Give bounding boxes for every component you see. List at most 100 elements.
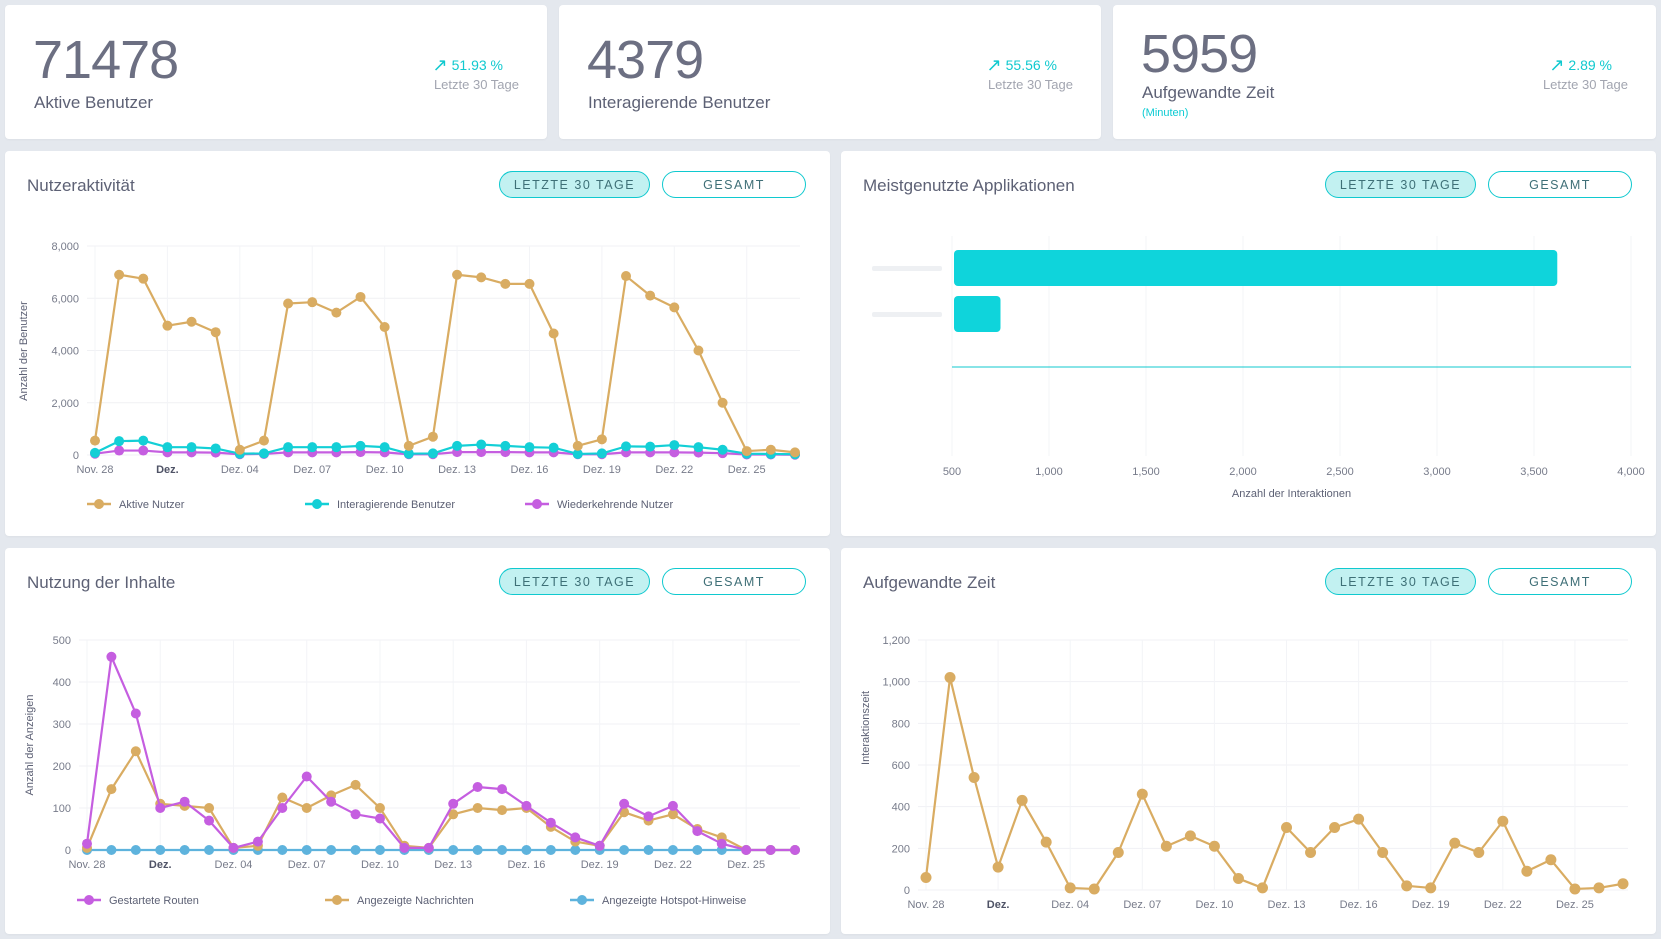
- last-30-days-button[interactable]: LETZTE 30 TAGE: [1325, 568, 1476, 595]
- data-point: [427, 448, 438, 459]
- data-point: [920, 872, 932, 883]
- series-line: [93, 273, 796, 454]
- x-tick-label: Dez. 07: [288, 859, 326, 871]
- kpi-card-interacting-users: 4379 Interagierende Benutzer ↗ 55.56 % Le…: [559, 5, 1101, 139]
- data-point: [283, 298, 294, 309]
- data-point: [741, 845, 752, 855]
- data-point: [521, 845, 532, 855]
- data-point: [277, 803, 288, 813]
- data-point: [114, 445, 125, 456]
- legend-swatch-dot: [94, 499, 104, 509]
- data-point: [186, 442, 197, 453]
- data-point: [621, 441, 632, 452]
- trend-up-icon: ↗: [1549, 55, 1565, 75]
- data-point: [350, 779, 361, 790]
- x-tick-label: Nov. 28: [907, 899, 944, 911]
- data-point: [331, 307, 342, 318]
- data-point: [179, 796, 190, 807]
- data-point: [741, 446, 752, 457]
- user-activity-chart: 0 2,000 4,000 6,000 8,000 Nov. 28 Dez. Dez. 04 D…: [18, 241, 800, 511]
- legend-swatch-dot: [84, 895, 94, 905]
- data-point: [476, 439, 487, 450]
- panel-title: Aufgewandte Zeit: [863, 573, 996, 592]
- data-point: [210, 327, 221, 338]
- last-30-days-button[interactable]: LETZTE 30 TAGE: [499, 171, 650, 198]
- data-point: [765, 444, 776, 455]
- data-point: [570, 832, 581, 843]
- data-point: [155, 845, 166, 855]
- x-tick-label: Dez. 13: [434, 859, 472, 871]
- x-tick-label: 3,000: [1423, 466, 1451, 478]
- last-30-days-button[interactable]: LETZTE 30 TAGE: [499, 568, 650, 595]
- y-tick-label: 0: [65, 845, 71, 857]
- x-tick-label: Dez. 19: [583, 464, 621, 476]
- data-point: [1088, 883, 1100, 895]
- x-tick-label: 3,500: [1520, 466, 1548, 478]
- data-point: [307, 297, 318, 308]
- data-point: [204, 845, 215, 855]
- data-point: [619, 798, 630, 809]
- x-tick-label: Dez. 07: [1123, 899, 1161, 911]
- y-tick-label: 800: [892, 718, 910, 730]
- data-point: [472, 782, 483, 792]
- panel-time-spent: Aufgewandte Zeit LETZTE 30 TAGE GESAMT 0…: [841, 548, 1656, 934]
- data-point: [258, 435, 269, 446]
- data-point: [452, 440, 463, 451]
- data-point: [90, 435, 100, 446]
- data-point: [500, 440, 511, 451]
- x-tick-label: Dez. 07: [293, 464, 331, 476]
- kpi-label: Aktive Benutzer: [34, 93, 154, 112]
- x-tick-label: 2,000: [1229, 466, 1257, 478]
- data-point: [643, 845, 654, 855]
- data-point: [548, 442, 559, 453]
- y-tick-label: 200: [53, 761, 71, 773]
- data-point: [1521, 865, 1533, 877]
- total-button[interactable]: GESAMT: [662, 568, 806, 595]
- data-point: [497, 845, 508, 855]
- data-point: [472, 803, 483, 813]
- data-point: [545, 845, 556, 855]
- data-point: [448, 809, 459, 820]
- last-30-days-button[interactable]: LETZTE 30 TAGE: [1325, 171, 1476, 198]
- y-tick-label: 1,000: [882, 677, 910, 689]
- y-axis-label: Interaktionszeit: [860, 691, 872, 765]
- data-point: [548, 328, 559, 339]
- kpi-trend: ↗ 51.93 %: [433, 55, 503, 76]
- kpi-value: 4379: [587, 30, 704, 90]
- data-point: [570, 845, 581, 855]
- x-tick-label: Dez. 22: [655, 464, 693, 476]
- data-point: [1112, 847, 1124, 858]
- data-point: [621, 271, 632, 282]
- data-point: [545, 817, 556, 828]
- total-button[interactable]: GESAMT: [1488, 568, 1632, 595]
- data-point: [114, 269, 125, 280]
- data-point: [138, 435, 149, 446]
- x-tick-label: Dez. 19: [581, 859, 619, 871]
- total-button[interactable]: GESAMT: [1488, 171, 1632, 198]
- kpi-trend: ↗ 55.56 %: [987, 55, 1057, 76]
- kpi-label: Interagierende Benutzer: [588, 93, 771, 112]
- data-point: [1232, 873, 1244, 885]
- x-axis-label: Anzahl der Interaktionen: [1232, 488, 1351, 500]
- total-button[interactable]: GESAMT: [662, 171, 806, 198]
- data-point: [452, 269, 463, 280]
- data-point: [106, 845, 117, 855]
- kpi-value: 71478: [33, 30, 179, 90]
- data-point: [277, 845, 288, 855]
- data-point: [944, 672, 956, 683]
- blurred-category-label: [872, 266, 942, 271]
- data-point: [667, 809, 678, 820]
- panel-title: Nutzeraktivität: [27, 176, 135, 195]
- data-point: [326, 845, 337, 855]
- data-point: [277, 792, 288, 803]
- data-point: [374, 803, 385, 813]
- data-point: [307, 442, 318, 453]
- data-point: [258, 448, 269, 459]
- data-point: [210, 443, 221, 454]
- x-tick-label: 500: [943, 466, 961, 478]
- x-tick-label: Dez. 25: [728, 464, 766, 476]
- data-point: [448, 798, 459, 809]
- x-tick-label: Dez.: [149, 859, 172, 871]
- legend-swatch-dot: [312, 499, 322, 509]
- data-point: [427, 431, 438, 442]
